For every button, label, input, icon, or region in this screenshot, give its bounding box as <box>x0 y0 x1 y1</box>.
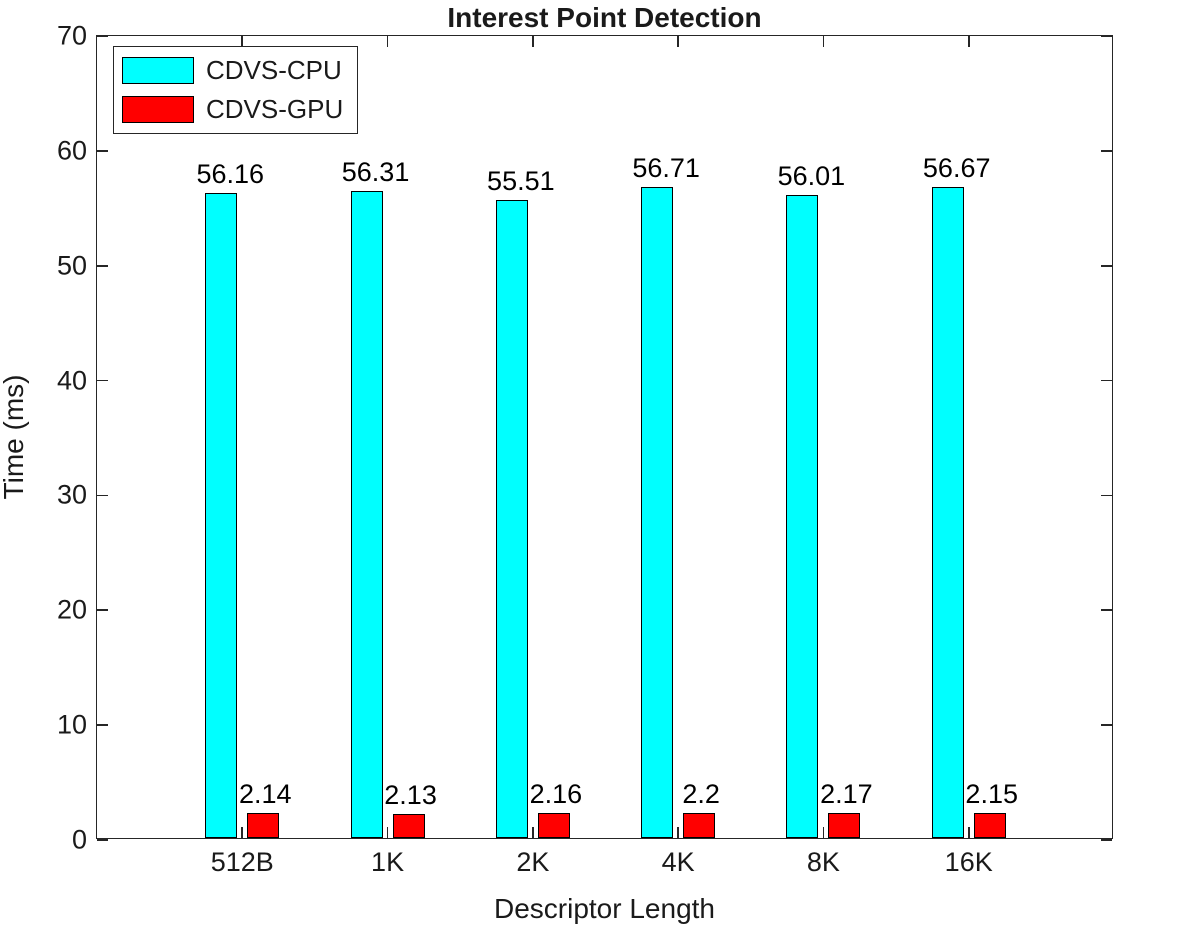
bar-gpu <box>537 813 570 838</box>
x-tick <box>822 36 825 47</box>
x-tick <box>241 36 244 47</box>
bar-value-label: 56.67 <box>922 153 991 184</box>
y-tick <box>97 150 108 152</box>
bar-gpu <box>828 813 861 838</box>
y-tick-label: 40 <box>56 365 87 396</box>
gpu-swatch-icon <box>122 96 194 123</box>
y-tick <box>1101 494 1112 497</box>
x-tick <box>822 827 825 838</box>
bar-value-label: 56.31 <box>341 157 410 188</box>
bar-cpu <box>786 194 819 838</box>
bar-value-label: 56.01 <box>777 160 846 191</box>
bar-value-label: 2.17 <box>820 779 873 810</box>
x-tick <box>241 827 244 838</box>
bar-cpu <box>931 187 964 838</box>
legend-label-cpu: CDVS-CPU <box>206 55 342 85</box>
bar-value-label: 2.14 <box>239 779 292 810</box>
plot-area: CDVS-CPU CDVS-GPU 0 10 20 30 40 50 60 70 512B 56.… <box>57 21 1113 877</box>
y-tick <box>1101 379 1112 382</box>
bar-gpu <box>683 812 716 838</box>
bar-value-label: 2.15 <box>965 779 1018 810</box>
y-tick <box>1101 609 1112 612</box>
y-tick-label: 0 <box>71 824 87 855</box>
y-tick <box>1101 35 1112 37</box>
y-tick <box>97 494 108 497</box>
x-tick <box>532 36 534 47</box>
y-tick <box>1101 724 1112 726</box>
y-tick-label: 30 <box>56 479 87 510</box>
bar-value-label: 2.13 <box>384 779 437 810</box>
y-tick-label: 50 <box>56 250 87 281</box>
y-tick <box>97 724 108 726</box>
x-tick-label: 8K <box>806 847 840 877</box>
y-tick-label: 10 <box>56 709 87 740</box>
bar-value-label: 55.51 <box>487 166 555 197</box>
bar-cpu <box>205 192 238 838</box>
x-tick-label: 4K <box>661 847 695 877</box>
bar-cpu <box>350 191 383 838</box>
legend: CDVS-CPU CDVS-GPU <box>113 46 359 134</box>
y-tick <box>1101 264 1112 267</box>
y-tick <box>1101 839 1112 841</box>
y-tick-label: 20 <box>56 594 87 625</box>
x-tick-label: 1K <box>371 847 405 877</box>
x-tick <box>967 827 970 838</box>
y-tick <box>1101 150 1112 152</box>
bar-gpu <box>392 813 425 838</box>
x-tick-label: 2K <box>516 847 550 877</box>
bar-gpu <box>973 813 1006 838</box>
x-tick <box>677 827 679 838</box>
y-tick <box>97 35 108 37</box>
y-axis-label: Time (ms) <box>0 374 29 500</box>
x-tick-label: 512B <box>210 847 274 877</box>
x-tick <box>386 36 389 47</box>
y-tick <box>97 839 108 841</box>
cpu-swatch-icon <box>122 57 194 84</box>
x-tick-label: 16K <box>944 847 993 877</box>
bar-value-label: 56.16 <box>196 158 265 189</box>
legend-item-gpu: CDVS-GPU <box>122 94 343 125</box>
y-tick <box>97 379 108 382</box>
bar-gpu <box>247 813 280 838</box>
legend-label-gpu: CDVS-GPU <box>206 94 344 124</box>
x-axis-label: Descriptor Length <box>493 893 715 924</box>
bar-cpu <box>641 186 674 838</box>
bar-value-label: 2.16 <box>529 779 583 810</box>
chart-title: Interest Point Detection <box>447 2 762 33</box>
bar-value-label: 56.71 <box>632 152 700 183</box>
x-tick <box>386 827 389 838</box>
y-tick-label: 60 <box>56 135 87 166</box>
x-tick <box>532 827 534 838</box>
x-tick <box>967 36 970 47</box>
bar-value-label: 2.2 <box>682 778 720 809</box>
bar-cpu <box>495 200 528 838</box>
y-tick-label: 70 <box>56 20 87 51</box>
y-tick <box>97 264 108 267</box>
x-tick <box>677 36 679 47</box>
legend-item-cpu: CDVS-CPU <box>122 55 343 86</box>
y-tick <box>97 609 108 612</box>
